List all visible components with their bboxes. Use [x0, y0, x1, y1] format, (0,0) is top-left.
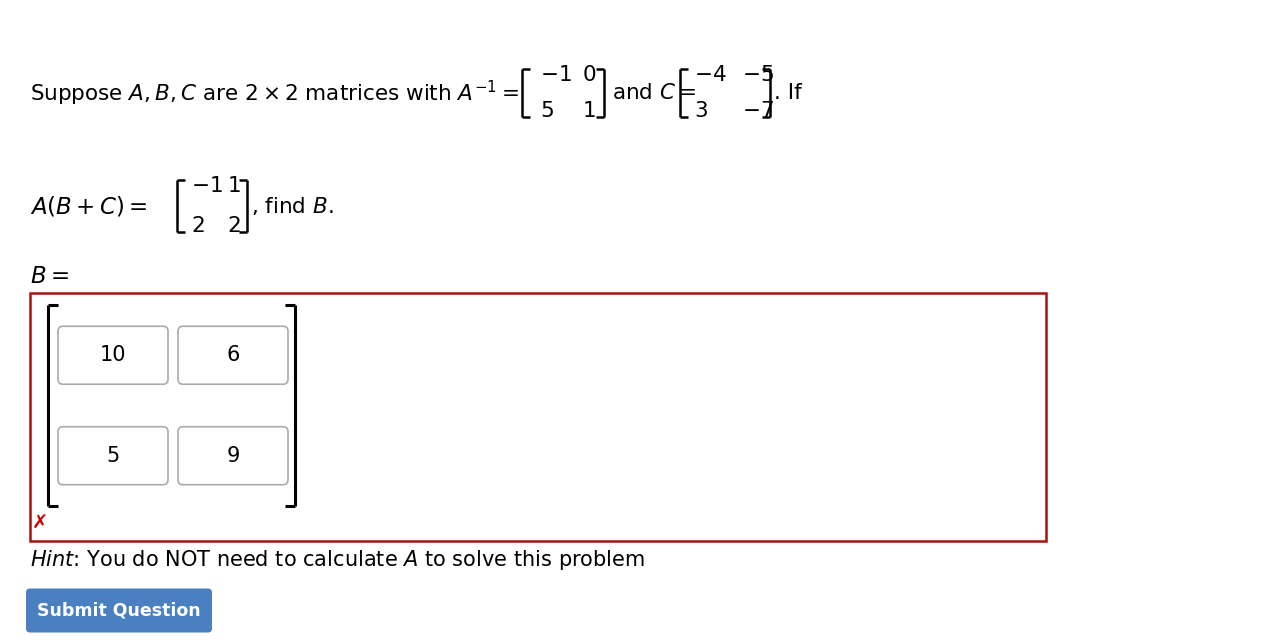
Text: $-1$: $-1$ — [191, 176, 223, 196]
Text: 10: 10 — [100, 345, 127, 365]
Text: ✗: ✗ — [32, 513, 48, 533]
Text: $2$: $2$ — [227, 216, 241, 236]
FancyBboxPatch shape — [58, 427, 168, 485]
FancyBboxPatch shape — [58, 327, 168, 384]
FancyBboxPatch shape — [179, 427, 287, 485]
Text: 6: 6 — [227, 345, 239, 365]
Text: 5: 5 — [106, 446, 119, 466]
Text: $-1$: $-1$ — [541, 66, 572, 86]
FancyBboxPatch shape — [27, 589, 211, 632]
Text: 9: 9 — [227, 446, 239, 466]
Text: $A(B + C) =$: $A(B + C) =$ — [30, 194, 148, 218]
Text: $3$: $3$ — [694, 101, 708, 121]
Text: $-7$: $-7$ — [742, 101, 774, 121]
Text: Suppose $A, B, C$ are $2 \times 2$ matrices with $A^{-1} =$: Suppose $A, B, C$ are $2 \times 2$ matri… — [30, 79, 519, 108]
Text: $0$: $0$ — [582, 66, 596, 86]
Text: $\it{Hint}$: You do NOT need to calculate $A$ to solve this problem: $\it{Hint}$: You do NOT need to calculat… — [30, 548, 644, 573]
Text: $-5$: $-5$ — [742, 66, 774, 86]
Text: $5$: $5$ — [541, 101, 555, 121]
Text: . If: . If — [774, 83, 801, 104]
Text: $2$: $2$ — [191, 216, 205, 236]
FancyBboxPatch shape — [30, 293, 1046, 541]
Text: , find $B$.: , find $B$. — [251, 195, 333, 217]
Text: $-4$: $-4$ — [694, 66, 727, 86]
FancyBboxPatch shape — [179, 327, 287, 384]
Text: $B =$: $B =$ — [30, 265, 68, 289]
Text: Submit Question: Submit Question — [37, 601, 201, 620]
Text: $1$: $1$ — [582, 101, 595, 121]
Text: $1$: $1$ — [227, 176, 241, 196]
Text: and $C =$: and $C =$ — [611, 83, 696, 104]
